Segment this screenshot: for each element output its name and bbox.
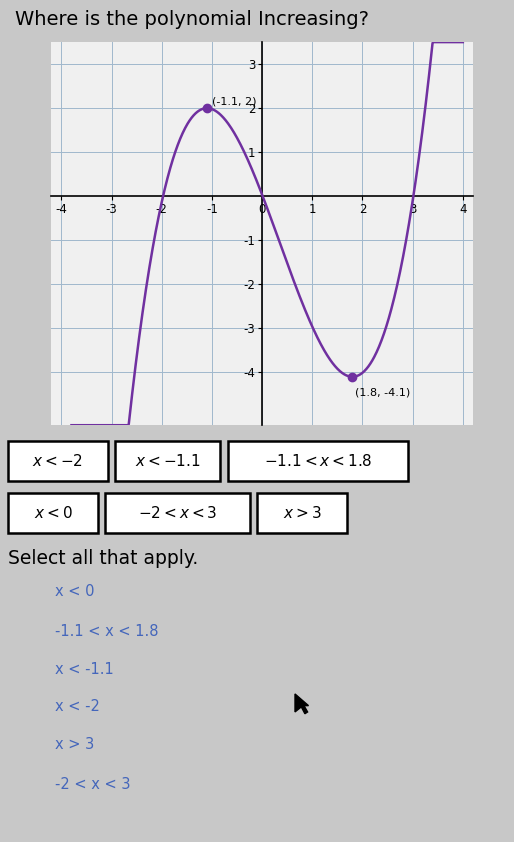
Text: x > 3: x > 3 (55, 737, 94, 752)
FancyBboxPatch shape (257, 493, 347, 533)
Text: x < -2: x < -2 (55, 699, 100, 714)
Text: x < 0: x < 0 (55, 584, 95, 599)
FancyBboxPatch shape (8, 441, 108, 482)
Polygon shape (295, 694, 308, 714)
Text: $-1.1 < x < 1.8$: $-1.1 < x < 1.8$ (264, 453, 372, 469)
Text: $x > 3$: $x > 3$ (283, 505, 321, 521)
Text: Where is the polynomial Increasing?: Where is the polynomial Increasing? (15, 10, 370, 29)
FancyBboxPatch shape (115, 441, 220, 482)
Text: (-1.1, 2): (-1.1, 2) (212, 97, 256, 107)
Text: $x < -1.1$: $x < -1.1$ (135, 453, 200, 469)
FancyBboxPatch shape (8, 493, 98, 533)
Text: -1.1 < x < 1.8: -1.1 < x < 1.8 (55, 624, 158, 639)
Text: (1.8, -4.1): (1.8, -4.1) (355, 388, 410, 397)
Text: Select all that apply.: Select all that apply. (8, 549, 198, 568)
FancyBboxPatch shape (228, 441, 408, 482)
Text: $x < -2$: $x < -2$ (32, 453, 83, 469)
FancyBboxPatch shape (105, 493, 250, 533)
Text: -2 < x < 3: -2 < x < 3 (55, 777, 131, 792)
Text: x < -1.1: x < -1.1 (55, 662, 114, 677)
Text: $-2 < x < 3$: $-2 < x < 3$ (138, 505, 217, 521)
Text: $x < 0$: $x < 0$ (33, 505, 72, 521)
